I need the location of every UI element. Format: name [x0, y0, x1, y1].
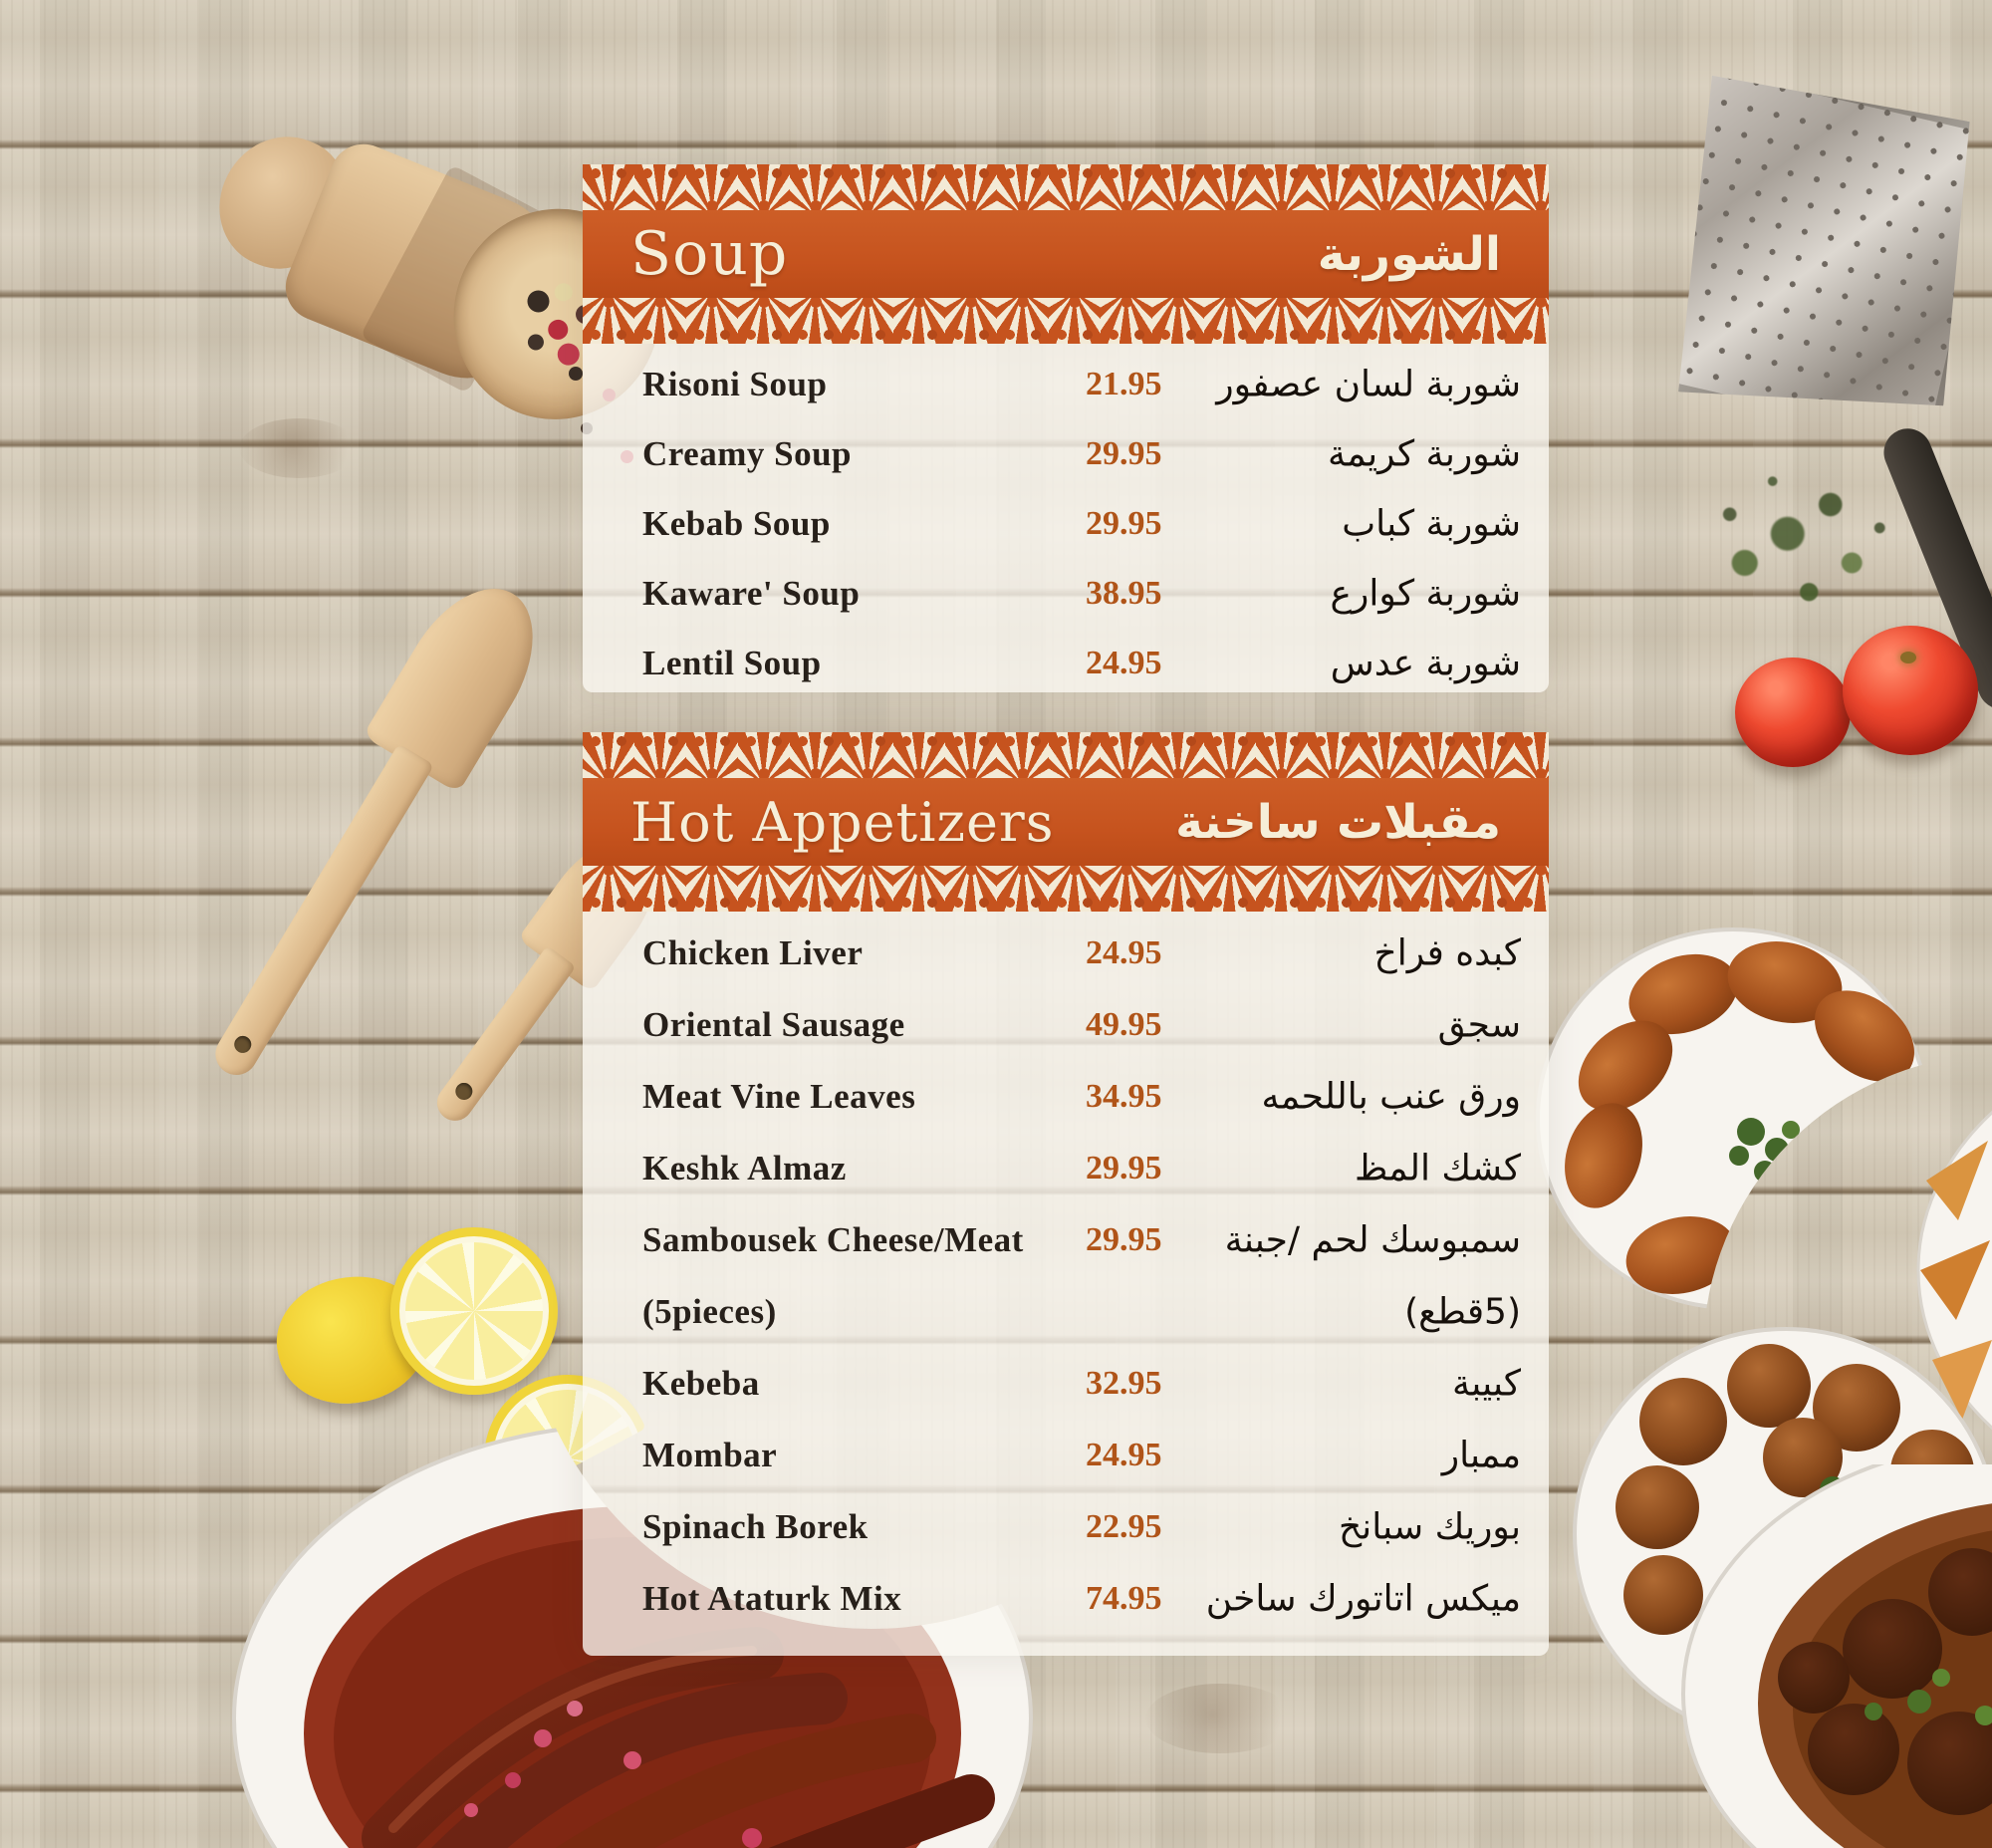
peppercorn-red: [545, 316, 572, 343]
item-name-en: Kaware' Soup: [642, 574, 861, 613]
item-name-ar: شوربة كباب: [1342, 503, 1521, 545]
soup-title-en: Soup: [630, 219, 789, 289]
item-name-ar: كشك المظ: [1355, 1148, 1521, 1189]
item-name-ar: شوربة كريمة: [1327, 433, 1521, 475]
menu-row-note: (5pieces) (5قطع): [583, 1276, 1549, 1348]
item-price: 29.95: [1086, 1221, 1162, 1258]
item-name-en: Risoni Soup: [642, 365, 828, 403]
wood-knot: [1145, 1684, 1295, 1753]
item-name-en: Meat Vine Leaves: [642, 1077, 916, 1116]
item-price: 74.95: [1086, 1580, 1162, 1617]
item-name-ar: شوربة كوارع: [1330, 573, 1521, 615]
menu-row: Kaware' Soup 38.95 شوربة كوارع: [583, 559, 1549, 629]
item-name-en: Sambousek Cheese/Meat: [642, 1220, 1024, 1259]
spatula-hole: [231, 1032, 255, 1057]
item-name-en: Kebab Soup: [642, 504, 831, 543]
peppercorn-black: [569, 367, 583, 381]
tomato: [1843, 626, 1978, 755]
item-price: 38.95: [1086, 575, 1162, 612]
item-price: 29.95: [1086, 1150, 1162, 1187]
hot-appetizers-banner-band: Hot Appetizers مقبلات ساخنة: [583, 778, 1549, 866]
menu-row: Lentil Soup 24.95 شوربة عدس: [583, 629, 1549, 698]
menu-row: Meat Vine Leaves 34.95 ورق عنب باللحمه: [583, 1061, 1549, 1133]
menu-row: Oriental Sausage 49.95 سجق: [583, 989, 1549, 1061]
menu-row: Creamy Soup 29.95 شوربة كريمة: [583, 419, 1549, 489]
item-name-ar: سجق: [1437, 1004, 1521, 1046]
item-name-ar: ورق عنب باللحمه: [1261, 1076, 1521, 1118]
lace-border-icon: [583, 732, 1549, 778]
menu-row: Spinach Borek 22.95 بوريك سبانخ: [583, 1491, 1549, 1563]
meat-sauce-dish: [1681, 1464, 1992, 1848]
item-name-en: Mombar: [642, 1436, 778, 1474]
spatula-hole: [451, 1079, 476, 1104]
dried-herbs: [1691, 446, 1905, 641]
wood-knot: [239, 418, 359, 478]
hot-appetizers-banner: Hot Appetizers مقبلات ساخنة: [583, 732, 1549, 912]
item-price: 24.95: [1086, 1437, 1162, 1473]
lace-border-icon: [583, 866, 1549, 912]
item-name-ar: بوريك سبانخ: [1338, 1506, 1521, 1548]
hot-appetizers-title-en: Hot Appetizers: [630, 790, 1055, 854]
item-name-ar: شوربة لسان عصفور: [1216, 364, 1521, 405]
soup-title-ar: الشوربة: [1317, 226, 1501, 282]
soup-banner-band: Soup الشوربة: [583, 210, 1549, 298]
item-price: 24.95: [1086, 645, 1162, 681]
item-name-ar: (5قطع): [1404, 1291, 1521, 1333]
peppercorn-white: [552, 280, 576, 304]
item-name-ar: كبيبة: [1451, 1363, 1521, 1405]
peppercorn-black: [525, 332, 547, 353]
item-name-en: Oriental Sausage: [642, 1005, 905, 1044]
hot-appetizers-items: Chicken Liver 24.95 كبده فراخ Oriental S…: [583, 912, 1549, 1635]
menu-row: Risoni Soup 21.95 شوربة لسان عصفور: [583, 350, 1549, 419]
item-name-ar: سمبوسك لحم /جبنة: [1224, 1219, 1521, 1261]
item-name-en: Creamy Soup: [642, 434, 853, 473]
hot-appetizers-title-ar: مقبلات ساخنة: [1175, 794, 1501, 850]
menu-row: Hot Ataturk Mix 74.95 ميكس اتاتورك ساخن: [583, 1563, 1549, 1635]
menu-row: Sambousek Cheese/Meat 29.95 سمبوسك لحم /…: [583, 1204, 1549, 1276]
item-name-ar: ممبار: [1441, 1435, 1521, 1476]
menu-row: Chicken Liver 24.95 كبده فراخ: [583, 918, 1549, 989]
peppercorn-black: [524, 287, 553, 316]
item-name-en: Lentil Soup: [642, 644, 822, 682]
kibbeh-plate: [1536, 927, 1930, 1310]
hot-appetizers-section-panel: Hot Appetizers مقبلات ساخنة Chicken Live…: [583, 732, 1549, 1656]
soup-items: Risoni Soup 21.95 شوربة لسان عصفور Cream…: [583, 344, 1549, 698]
tomato: [1735, 658, 1851, 767]
sambousek-plate: [1916, 1110, 1992, 1431]
item-price: 29.95: [1086, 435, 1162, 472]
lemon-slice: [390, 1227, 558, 1395]
menu-row: Mombar 24.95 ممبار: [583, 1420, 1549, 1491]
soup-section-panel: Soup الشوربة Risoni Soup 21.95 شوربة لسا…: [583, 164, 1549, 692]
item-name-ar: ميكس اتاتورك ساخن: [1205, 1578, 1521, 1620]
item-price: 22.95: [1086, 1508, 1162, 1545]
item-name-en: Keshk Almaz: [642, 1149, 847, 1188]
item-name-en: Kebeba: [642, 1364, 760, 1403]
item-name-ar: شوربة عدس: [1330, 643, 1521, 684]
soup-banner: Soup الشوربة: [583, 164, 1549, 344]
lace-border-icon: [583, 164, 1549, 210]
lace-border-icon: [583, 298, 1549, 344]
item-price: 21.95: [1086, 366, 1162, 402]
item-name-en: Hot Ataturk Mix: [642, 1579, 902, 1618]
item-name-ar: كبده فراخ: [1373, 932, 1521, 974]
item-name-en: Chicken Liver: [642, 933, 864, 972]
menu-row: Kebab Soup 29.95 شوربة كباب: [583, 489, 1549, 559]
item-name-en: Spinach Borek: [642, 1507, 869, 1546]
item-price: 24.95: [1086, 934, 1162, 971]
item-price: 29.95: [1086, 505, 1162, 542]
menu-row: Keshk Almaz 29.95 كشك المظ: [583, 1133, 1549, 1204]
item-name-en: (5pieces): [642, 1292, 777, 1331]
item-price: 32.95: [1086, 1365, 1162, 1402]
item-price: 34.95: [1086, 1078, 1162, 1115]
menu-row: Kebeba 32.95 كبيبة: [583, 1348, 1549, 1420]
item-price: 49.95: [1086, 1006, 1162, 1043]
